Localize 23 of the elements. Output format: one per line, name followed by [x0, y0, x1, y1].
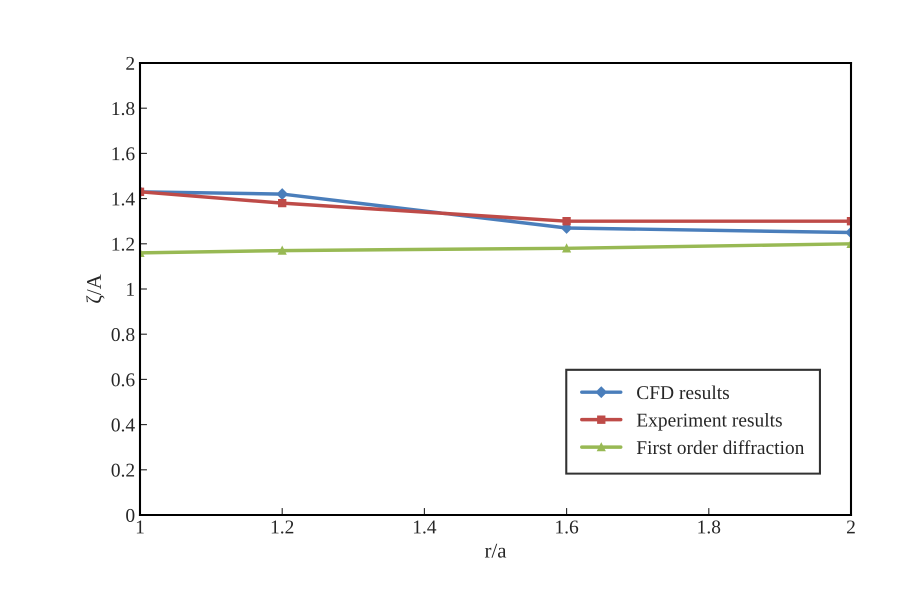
x-tick-label: 1 [136, 520, 144, 534]
y-tick-label: 2 [126, 56, 134, 70]
y-tick-label: 0.6 [112, 373, 135, 386]
y-tick-label: 0.4 [112, 418, 135, 432]
y-axis-title: ζ/A [86, 274, 105, 303]
legend-label: Experiment results [636, 412, 782, 431]
x-tick-label: 2 [846, 520, 855, 534]
x-tick-label: 1.6 [556, 520, 578, 534]
y-tick-label: 0.8 [112, 328, 134, 342]
y-tick-label: 1.4 [112, 192, 135, 206]
legend-label: CFD results [637, 386, 730, 400]
y-tick-label: 1 [127, 282, 134, 296]
y-tick-label: 0 [126, 508, 134, 522]
y-tick-label: 1.2 [112, 238, 134, 251]
x-tick-label: 1.4 [414, 520, 436, 534]
x-tick-label: 1.8 [698, 520, 720, 534]
y-tick-label: 0.2 [112, 464, 134, 477]
x-axis-title: r/a [484, 544, 506, 558]
x-tick-label: 1.2 [272, 520, 294, 534]
point [276, 188, 288, 200]
legend-label: First order diffraction [636, 440, 804, 454]
y-tick-label: 1.8 [112, 102, 134, 116]
y-tick-label: 1.6 [112, 147, 135, 160]
